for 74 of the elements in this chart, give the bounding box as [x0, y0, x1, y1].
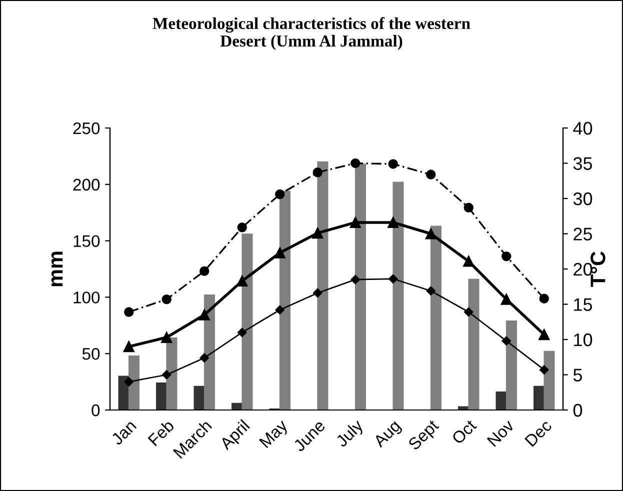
point [162, 294, 172, 304]
point [464, 307, 474, 317]
bar [392, 182, 404, 410]
point [236, 275, 248, 287]
bar [242, 234, 253, 410]
bar [430, 226, 442, 410]
point [162, 370, 172, 380]
bar [354, 164, 366, 410]
point [124, 307, 134, 317]
point [123, 340, 134, 352]
bar [128, 355, 140, 410]
y2-tick-label: 10 [574, 333, 592, 346]
y2-tick-label: 0 [573, 404, 582, 417]
y-tick-label: 150 [74, 235, 100, 248]
point [388, 159, 398, 169]
point [275, 189, 285, 200]
point [350, 216, 361, 228]
point [237, 222, 247, 232]
point [463, 256, 474, 267]
y-tick-label: 0 [92, 404, 100, 416]
y-tick-label: 200 [73, 178, 100, 191]
y2-axis-title: T°C [590, 252, 606, 287]
bar [506, 320, 517, 410]
x-tick-label: Feb [147, 418, 175, 446]
x-tick-label: Nov [486, 418, 515, 447]
point [538, 329, 550, 340]
bar [544, 350, 555, 410]
bar [468, 278, 480, 410]
chart-title: Meteorological characteristics of the western Desert (Umm Al Jammal) [152, 17, 470, 50]
point [350, 274, 360, 284]
point [198, 309, 210, 320]
point [200, 353, 209, 362]
y-tick-label: 250 [73, 122, 100, 134]
point [425, 228, 436, 240]
point [502, 251, 512, 262]
x-tick-label: Jan [110, 420, 137, 446]
point [313, 288, 322, 298]
point [426, 286, 436, 296]
y2-tick-label: 25 [574, 228, 592, 240]
point [124, 377, 134, 386]
point [464, 202, 474, 213]
y2-tick-label: 5 [573, 368, 582, 382]
y-tick-label: 50 [82, 348, 100, 360]
point [426, 170, 436, 180]
y2-tick-label: 20 [574, 262, 592, 276]
x-tick-label: May [259, 418, 291, 451]
bar [166, 337, 178, 410]
point [312, 168, 322, 178]
point [388, 216, 399, 228]
y2-tick-label: 15 [574, 298, 592, 311]
point [312, 227, 324, 239]
bar [279, 190, 290, 410]
point [388, 274, 398, 284]
x-tick-label: Dec [524, 419, 552, 447]
x-tick-label: Oct [451, 418, 478, 445]
y-tick-label: 100 [74, 292, 100, 304]
point [274, 247, 286, 258]
point [540, 365, 549, 374]
y-axis-title: mm [51, 252, 63, 286]
bar [317, 161, 328, 410]
y2-tick-label: 35 [573, 157, 592, 170]
point [238, 328, 247, 338]
y2-tick-label: 30 [573, 192, 592, 206]
point [161, 332, 172, 343]
point [500, 294, 512, 305]
point [539, 294, 549, 304]
y2-tick-label: 40 [573, 122, 592, 135]
x-tick-label: July [334, 418, 366, 450]
bar [204, 294, 215, 410]
point [350, 158, 360, 168]
point [502, 336, 511, 346]
point [200, 266, 210, 276]
x-tick-label: Aug [372, 420, 404, 450]
point [275, 305, 284, 315]
